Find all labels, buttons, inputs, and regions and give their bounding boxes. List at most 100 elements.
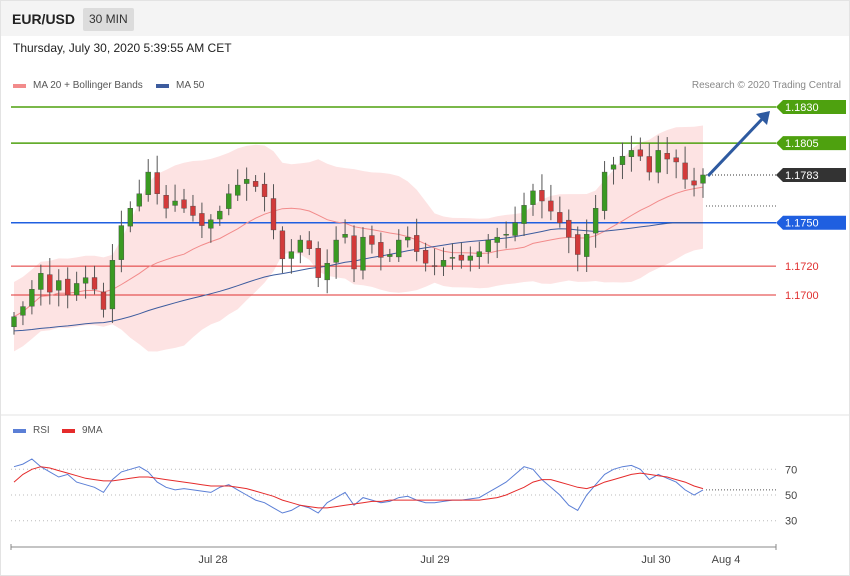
candle [56,269,62,307]
legend-ma50: MA 50 [156,80,204,91]
level-tag-1.1750: 1.1750 [776,215,846,230]
candle [646,143,652,181]
candle-body [691,180,697,186]
candle-body [56,280,62,291]
candle [592,195,599,248]
candle [414,218,420,262]
candle-body [333,239,339,263]
candle [279,226,286,273]
candle [422,242,429,272]
ma20-swatch-icon [13,83,26,88]
candle [243,167,250,201]
level-label-1.1750: 1.1750 [785,218,819,230]
candle-body [82,277,89,284]
candle [91,265,98,295]
candle [163,185,169,219]
candle-body [109,260,116,310]
candle-body [243,179,250,184]
level-tag-shape [776,136,846,151]
candle-body [673,157,679,163]
x-tick-label: Jul 30 [641,554,670,566]
credit-text: Research © 2020 Trading Central [691,80,841,91]
level-tag-1.1805: 1.1805 [776,136,846,151]
candle [530,183,536,216]
candle-body [145,171,151,195]
candle [405,226,411,248]
rsi-tick-label: 70 [785,464,797,476]
level-tag-1.1783: 1.1783 [776,167,846,182]
candle-body [235,184,241,196]
legend-9ma: 9MA [62,425,103,436]
candle-body [539,190,545,202]
x-tick-label: Jul 29 [420,554,449,566]
candle [619,142,626,180]
candle [396,229,402,262]
candle-body [449,257,456,259]
legend-ma20-label: MA 20 + Bollinger Bands [33,80,143,91]
candle-body [628,150,635,157]
candle-body [154,172,160,194]
candle [29,280,35,315]
x-axis: Jul 28 Jul 29 Jul 30 Aug 4 [10,544,777,566]
candle-body [208,219,214,229]
candle [333,226,339,279]
candle-body [252,181,259,187]
candle-body [521,205,527,224]
candle [700,168,706,198]
candle-body [610,164,617,170]
candle [226,184,232,216]
legend-9ma-label: 9MA [82,425,103,436]
candle [208,214,214,243]
candle [503,221,509,249]
candle [342,219,348,244]
candle [637,137,644,161]
candle-body [297,239,303,253]
legend-rsi: RSI [13,425,50,436]
candle-body [378,242,384,258]
candle [494,227,500,259]
ma50-swatch-icon [156,83,169,88]
candle-body [458,254,465,261]
candle [539,174,545,219]
candle [449,243,456,270]
level-tag-shape [776,100,846,114]
candle [306,231,312,256]
candle [252,175,259,192]
level-tags: 1.1830 1.1805 1.1783 1.1750 1.1720 1.1700 [776,100,846,302]
candle [378,232,384,271]
candle-body [11,316,17,328]
candle [136,179,142,212]
timeframe-button[interactable]: 30 MIN [83,8,134,31]
candle [65,267,71,309]
candle-body [566,219,572,238]
candle-body [20,306,26,316]
candle-body [396,239,402,258]
candle [261,172,268,212]
candle [145,159,151,202]
candle [548,184,554,221]
candle [476,241,482,269]
candle-body [261,183,268,197]
candle-body [637,149,644,157]
candle [82,265,89,299]
candle [154,155,160,205]
candle [682,146,688,189]
level-label-1.1830: 1.1830 [785,102,819,114]
candle-body [530,190,536,205]
candle-body [512,222,518,236]
candle-body [700,174,706,184]
candle [181,188,187,213]
candle [199,202,205,239]
level-tag-1.1830: 1.1830 [776,100,846,114]
candle [38,264,44,306]
candle-body [414,235,420,252]
candle-body [29,289,35,307]
candle-body [73,283,80,296]
candle [584,219,590,273]
candle-body [226,193,232,209]
candle-body [270,198,277,231]
candle-body [584,234,590,257]
candle-body [315,248,321,278]
arrow-head [756,111,770,125]
